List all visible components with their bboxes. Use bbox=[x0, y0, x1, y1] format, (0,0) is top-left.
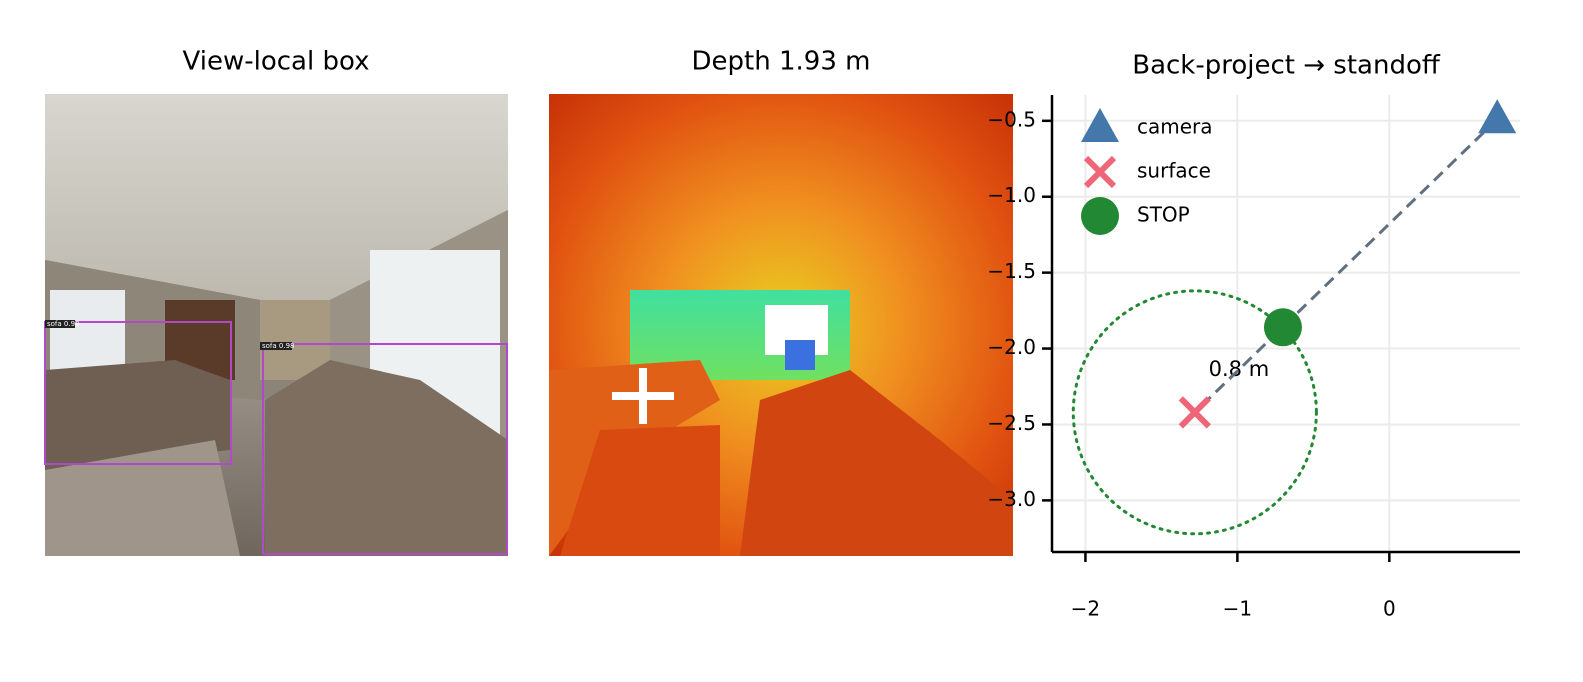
y-tick-label: −0.5 bbox=[987, 107, 1036, 131]
point bbox=[1478, 99, 1517, 134]
point bbox=[1178, 396, 1211, 429]
legend-label: camera bbox=[1137, 115, 1213, 139]
y-tick-label: −2.5 bbox=[987, 411, 1036, 435]
detection-label: sofa 0.98 bbox=[47, 320, 80, 328]
y-tick-label: −3.0 bbox=[987, 487, 1036, 511]
standoff-label: 0.8 m bbox=[1209, 357, 1270, 381]
legend-marker bbox=[1083, 155, 1117, 189]
y-tick-label: −1.5 bbox=[987, 259, 1036, 283]
legend-marker bbox=[1081, 197, 1119, 235]
x-tick-label: −1 bbox=[1223, 597, 1252, 621]
plot-area: −0.5 −1.0 −1.5 −2.0 −2.5 −3.0 −2 −1 0 0.8 m camera… bbox=[987, 95, 1520, 621]
legend-marker bbox=[1081, 108, 1119, 142]
depth-image bbox=[549, 94, 1013, 556]
detection-label: sofa 0.98 bbox=[262, 342, 295, 350]
room-image: sofa 0.98 sofa 0.98 bbox=[44, 94, 508, 556]
legend-label: STOP bbox=[1137, 203, 1190, 227]
panel-title: View-local box bbox=[183, 47, 370, 77]
ray-line bbox=[1193, 118, 1499, 414]
panel-title: Depth 1.93 m bbox=[692, 47, 871, 77]
y-tick-label: −2.0 bbox=[987, 335, 1036, 359]
chart-title: Back-project → standoff bbox=[1132, 51, 1441, 81]
legend-label: surface bbox=[1137, 159, 1211, 183]
y-tick-label: −1.0 bbox=[987, 183, 1036, 207]
point bbox=[1263, 308, 1302, 347]
x-tick-label: −2 bbox=[1071, 597, 1100, 621]
x-tick-label: 0 bbox=[1383, 597, 1396, 621]
standoff-circle bbox=[1071, 289, 1318, 536]
